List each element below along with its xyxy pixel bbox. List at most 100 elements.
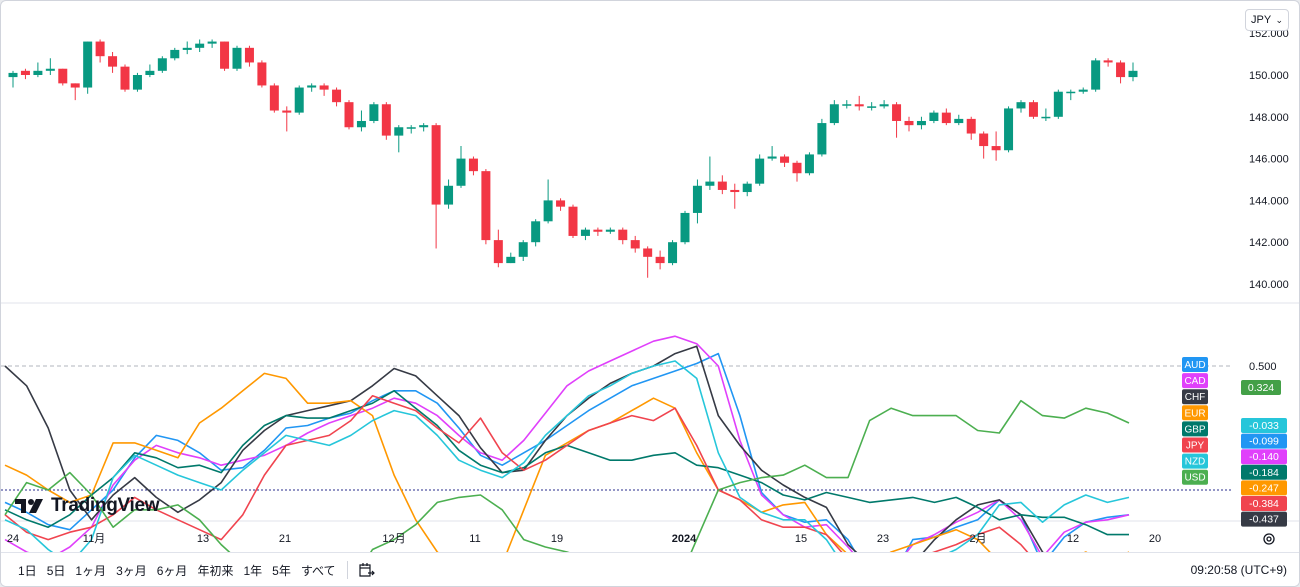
legend-tag-jpy [1182,437,1208,453]
candle-body [605,229,615,232]
time-axis-label: 12月 [382,533,405,545]
settings-icon[interactable] [1263,533,1275,545]
candle-body [45,68,55,71]
price-axis-label: 146.000 [1249,154,1289,166]
candle-body [1016,102,1026,109]
candle-body [244,47,254,63]
candle-body [33,70,43,75]
candle-body [1066,91,1076,94]
candle-body [1103,60,1113,63]
price-axis-label: 152.000 [1249,28,1289,40]
symbol-select-value: JPY [1251,14,1272,26]
candle-body [1128,70,1138,78]
series-line-nzd [4,360,1130,552]
tradingview-logo[interactable]: TradingView [15,495,160,517]
candle-body [108,56,118,67]
candle-body [145,70,155,75]
legend-tag-eur [1182,405,1208,421]
tradingview-logo-icon [15,499,43,513]
candle-body [717,181,727,190]
candle-body [170,49,180,59]
candle-body [1041,116,1051,119]
candle-body [518,242,528,257]
candle-body [892,104,902,121]
timeframe-3m[interactable]: 3ヶ月 [116,563,147,578]
candle-body [780,156,790,163]
value-badge [1241,480,1287,496]
legend-tag-nzd [1182,453,1208,469]
chart-canvas[interactable]: 152.000 150.000 148.000 146.000 144.000 142.0… [1,1,1299,552]
candle-body [83,41,93,88]
candle-body [979,133,989,147]
candle-body [1116,62,1126,78]
symbol-select[interactable]: JPY ⌄ [1245,9,1289,31]
legend-tag-aud [1182,357,1208,372]
price-axis-label: 148.000 [1249,112,1289,124]
timeframe-5y[interactable]: 5年 [272,563,291,578]
timeframe-5d[interactable]: 5日 [46,563,66,578]
time-axis-label: 11 [469,533,480,545]
candle-body [506,256,516,264]
candle-body [1028,102,1038,117]
legend-tag-label: NZD [1185,457,1206,468]
candle-body [755,158,765,184]
legend-tag-cad [1182,373,1208,389]
candle-body [1053,91,1063,117]
candle-body [929,112,939,121]
candle-body [70,83,80,88]
candle-body [269,85,279,111]
series-line-usd [4,399,1130,552]
candle-body [456,158,466,186]
candle-body [593,229,603,232]
candle-body [655,256,665,264]
candle-body [8,72,18,78]
osc-level-badge [1241,380,1281,395]
candle-body [95,41,105,57]
candle-body [879,104,889,107]
candle-body [705,181,715,186]
osc-level-badge-label: 0.324 [1248,382,1274,394]
timeframe-1y[interactable]: 1年 [243,563,263,578]
time-axis-label: 20 [1149,533,1161,545]
time-axis-label: 15 [795,533,807,545]
bottom-toolbar: 1日 5日 1ヶ月 3ヶ月 6ヶ月 年初来 1年 5年 すべて 09:20:58… [1,552,1299,586]
time-axis-label: 12 [1067,533,1079,545]
timeframe-1d[interactable]: 1日 [18,563,37,578]
goto-date-icon[interactable] [356,559,378,581]
candle-body [58,68,68,84]
value-badge-label: -0.099 [1249,436,1279,448]
legend-tag-chf [1182,389,1208,405]
candle-body [232,47,242,69]
legend-tag-label: JPY [1186,441,1205,452]
timeframe-1m[interactable]: 1ヶ月 [75,563,107,578]
candle-body [991,146,1001,151]
candle-body [1078,89,1088,92]
candle-body [319,85,329,90]
candle-body [120,66,130,90]
timeframe-6m[interactable]: 6ヶ月 [156,563,188,578]
settings-icon-center [1266,536,1272,542]
candle-body [406,127,416,129]
time-axis-label: 19 [551,533,563,545]
legend-tag-label: EUR [1184,408,1205,419]
value-badge-label: -0.437 [1249,514,1279,526]
value-badge-label: -0.247 [1249,482,1279,494]
candle-body [568,206,578,236]
candle-body [257,62,267,86]
legend-tag-label: GBP [1184,424,1205,435]
price-axis-label: 142.000 [1249,237,1289,249]
value-badge [1241,449,1287,465]
candle-body [692,185,702,213]
timeframe-ytd[interactable]: 年初来 [197,563,234,578]
candle-body [381,104,391,136]
candle-body [804,154,814,174]
timeframe-all[interactable]: すべて [300,563,336,578]
candle-body [630,240,640,249]
candle-body [356,120,366,128]
candle-body [182,47,192,50]
series-line-cad [4,335,1130,552]
candle-body [742,183,752,193]
candle-body [369,104,379,121]
legend-tag-gbp [1182,421,1208,437]
